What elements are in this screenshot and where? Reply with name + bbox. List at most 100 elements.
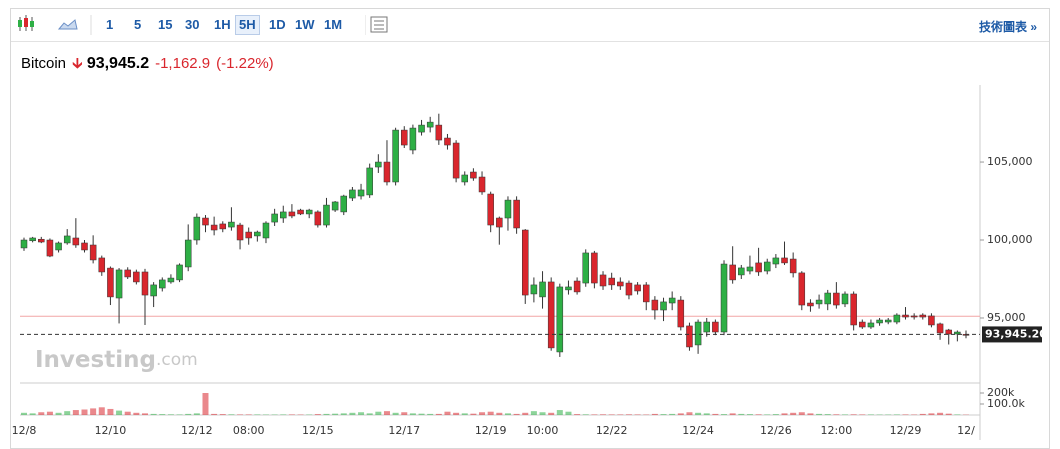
interval-button[interactable]: 5	[134, 17, 142, 32]
interval-button[interactable]: 1H	[214, 17, 231, 32]
candle-body	[763, 261, 771, 272]
volume-bar	[807, 413, 814, 415]
volume-bar	[64, 411, 71, 415]
volume-bar	[237, 414, 244, 415]
candle-body	[625, 282, 633, 296]
volume-bar	[211, 413, 218, 415]
volume-bar	[617, 414, 624, 415]
interval-button[interactable]: 15	[158, 17, 173, 32]
volume-bar	[833, 414, 840, 415]
volume-bar	[349, 412, 356, 415]
candle-body	[850, 293, 857, 326]
candle-body	[573, 280, 581, 293]
volume-bar	[38, 412, 45, 415]
candle-body	[815, 299, 823, 305]
volume-bar	[669, 413, 676, 415]
candle-body	[392, 129, 399, 183]
candle-body	[280, 211, 287, 219]
candle-body	[150, 284, 157, 297]
x-tick-label: 12/24	[682, 424, 714, 437]
candle-body	[107, 267, 114, 298]
candle-body	[530, 284, 538, 295]
volume-bar	[444, 411, 451, 415]
candle-body	[63, 235, 71, 244]
volume-bar	[29, 413, 36, 415]
change-percent: (-1.22%)	[216, 55, 274, 72]
candle-body	[521, 229, 529, 296]
x-tick-label: 12/17	[388, 424, 420, 437]
candle-body	[305, 209, 313, 215]
interval-button[interactable]: 30	[185, 17, 200, 32]
volume-bar	[790, 412, 797, 415]
candle-body	[954, 331, 961, 335]
candle-body	[288, 211, 296, 217]
interval-button[interactable]: 5H	[235, 15, 260, 35]
candle-body	[461, 174, 469, 183]
volume-bar	[738, 413, 745, 415]
interval-button[interactable]: 1	[106, 17, 114, 32]
volume-bar	[133, 412, 140, 415]
candle-body	[660, 301, 667, 311]
last-price-label: 93,945.20	[985, 327, 1047, 340]
volume-bar	[850, 414, 857, 415]
candle-body	[228, 221, 235, 228]
candle-body	[798, 272, 806, 306]
technical-chart-link[interactable]: 技術圖表 »	[978, 20, 1037, 34]
interval-button[interactable]: 1M	[324, 17, 343, 32]
candle-body	[314, 211, 322, 226]
candle-body	[686, 325, 693, 348]
candle-body	[936, 323, 944, 334]
volume-bar	[383, 411, 390, 415]
candle-body	[331, 201, 339, 211]
price: 93,945.2	[86, 55, 150, 72]
settings-icon[interactable]	[365, 9, 395, 41]
interval-button[interactable]: 1D	[269, 17, 286, 32]
volume-bar	[72, 410, 79, 415]
candle-body	[470, 171, 477, 179]
candle-body	[176, 264, 183, 281]
volume-bar	[470, 413, 477, 415]
volume-bar	[90, 408, 97, 415]
candle-body	[401, 129, 408, 146]
candle-body	[893, 314, 901, 323]
volume-bar	[418, 413, 425, 415]
volume-bar	[427, 413, 434, 415]
interval-button[interactable]: 1W	[295, 17, 315, 32]
candle-body	[193, 216, 201, 241]
candle-body	[452, 142, 460, 179]
volume-bar	[608, 414, 615, 415]
volume-bar	[504, 413, 511, 415]
x-tick-label: 12:00	[821, 424, 853, 437]
volume-bar	[928, 413, 935, 415]
volume-bar	[677, 413, 684, 415]
volume-bar	[176, 414, 183, 415]
volume-bar	[167, 414, 174, 415]
volume-bar	[695, 412, 702, 415]
candle-body	[833, 292, 840, 306]
x-tick-label: 12/10	[95, 424, 127, 437]
volume-bar	[358, 412, 365, 415]
volume-bar	[332, 413, 339, 415]
volume-bar	[772, 414, 779, 415]
volume-bar	[254, 414, 261, 415]
candle-body	[919, 314, 927, 318]
candle-body	[245, 231, 252, 239]
candle-body	[781, 257, 788, 264]
volume-bar	[824, 414, 831, 415]
candle-body	[599, 274, 607, 287]
volume-bar	[746, 414, 753, 415]
candle-body	[902, 314, 909, 318]
volume-bar	[453, 412, 460, 415]
candle-body	[89, 244, 97, 261]
candle-body	[608, 277, 615, 286]
toolbar: 1 5 15 30 1H 5H 1D 1W 1M 技術圖表 »	[11, 9, 1049, 42]
down-arrow: 🡳	[72, 55, 83, 72]
candle-body	[867, 322, 875, 328]
volume-bar	[513, 413, 520, 415]
candle-body	[807, 302, 814, 307]
volume-bar	[548, 412, 555, 415]
candle-body	[504, 199, 512, 219]
candle-body	[46, 239, 54, 257]
volume-bar	[530, 411, 537, 415]
